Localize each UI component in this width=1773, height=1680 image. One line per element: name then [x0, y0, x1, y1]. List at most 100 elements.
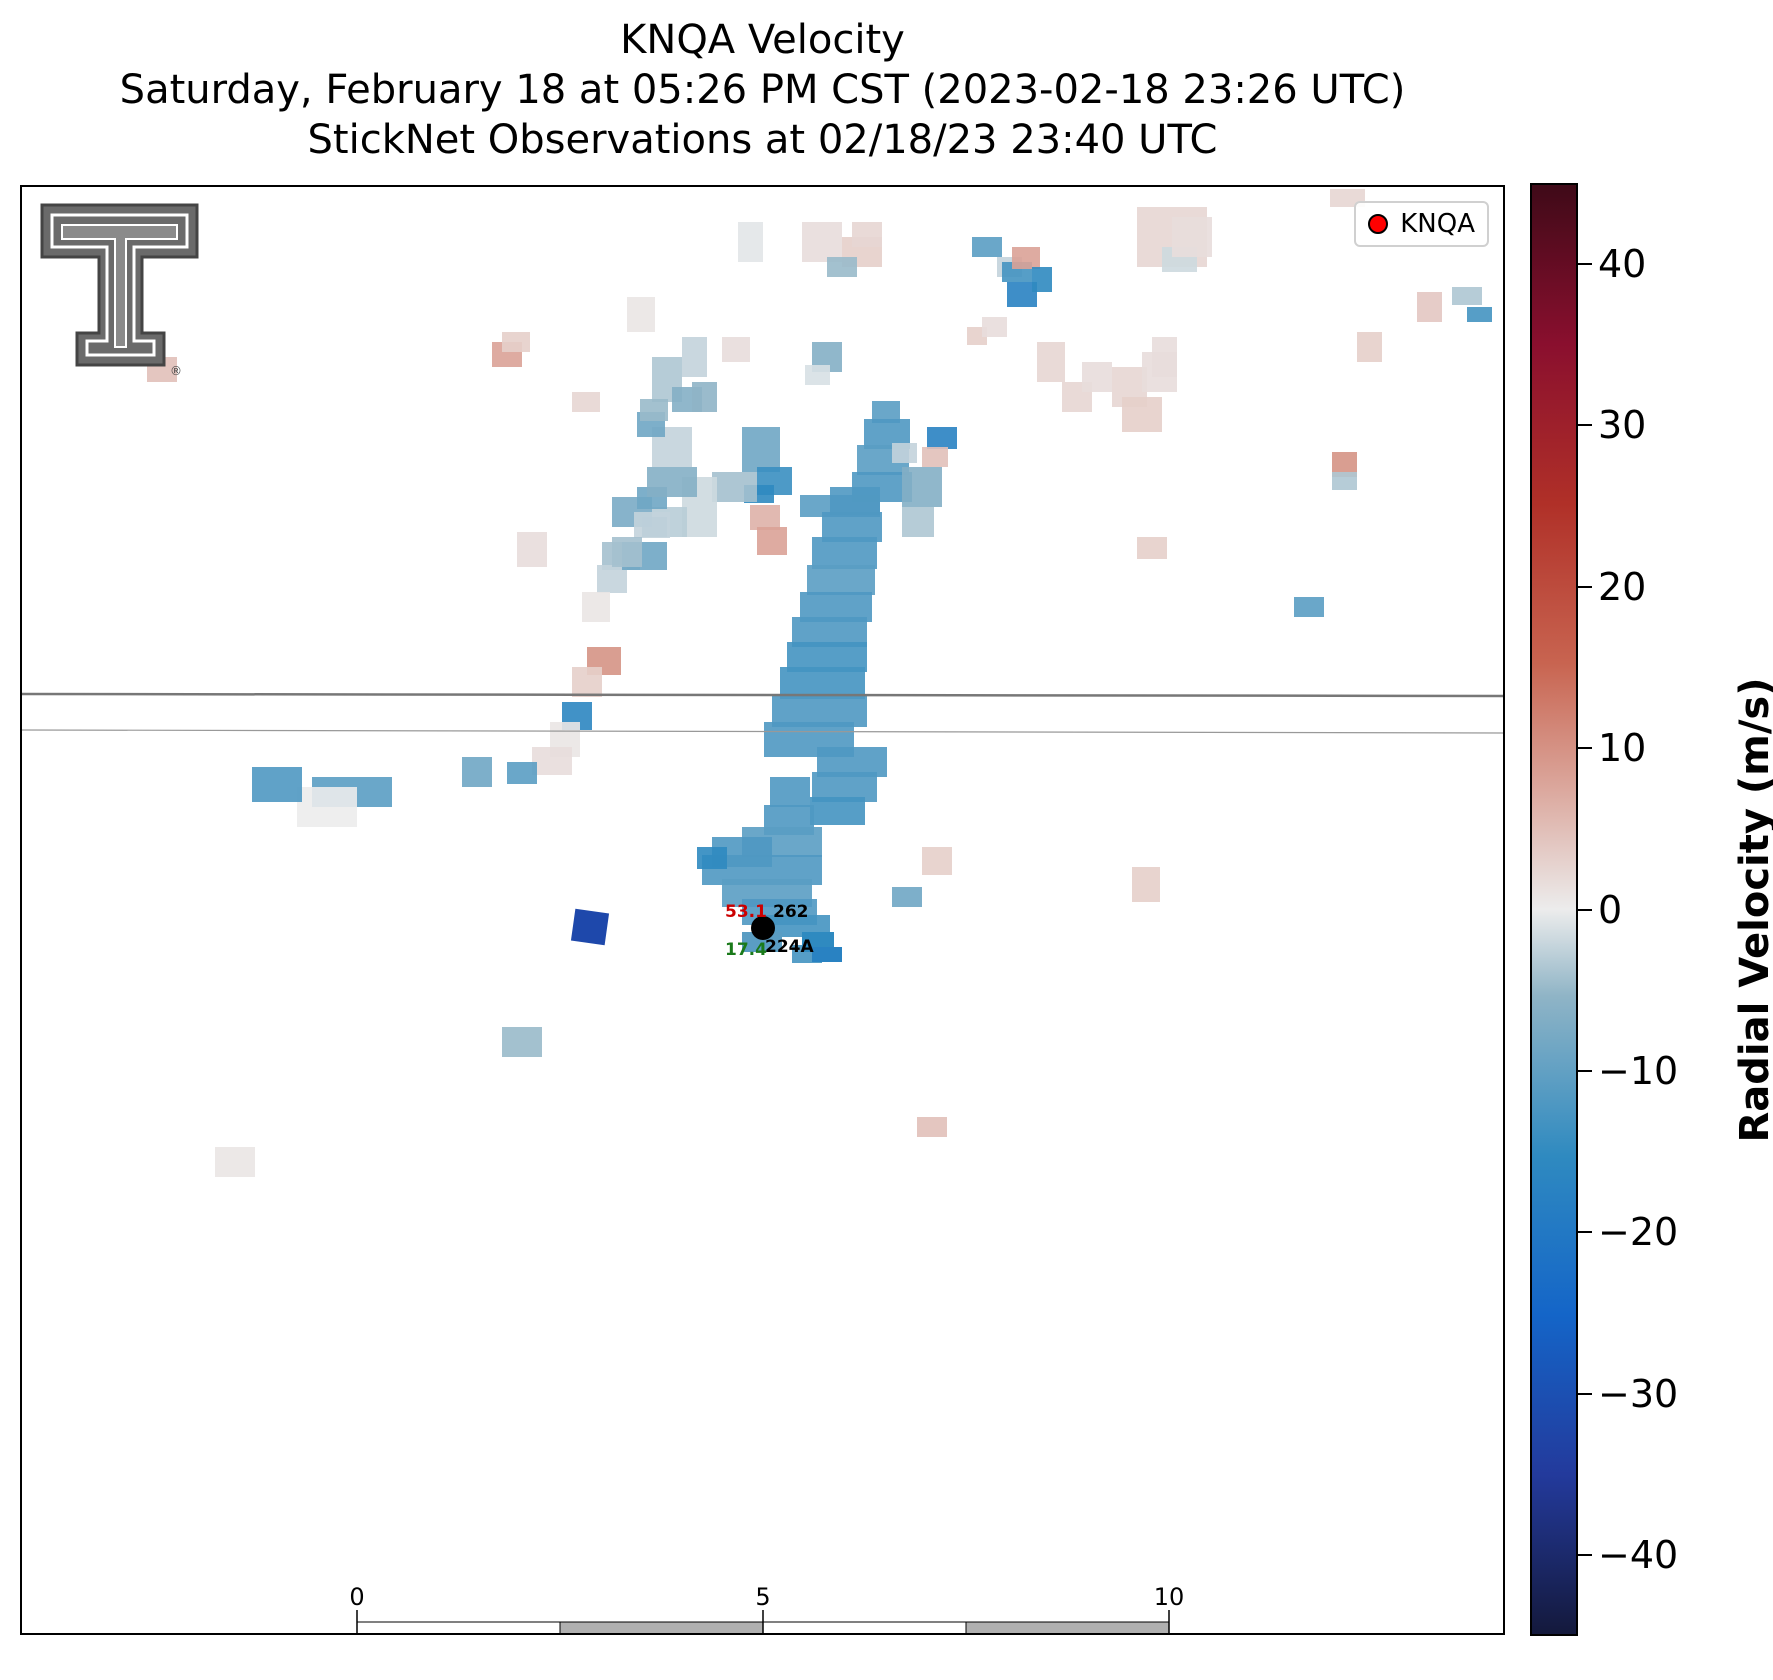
velocity-cell [697, 847, 727, 869]
velocity-cell [805, 365, 830, 385]
velocity-cell [810, 797, 865, 825]
colorbar-label: Radial Velocity (m/s) [1732, 677, 1773, 1143]
colorbar-tick-label: 30 [1598, 403, 1647, 448]
colorbar [1530, 183, 1578, 1636]
velocity-cell [572, 667, 602, 697]
velocity-cell [772, 695, 867, 727]
colorbar-tick-label: 40 [1598, 241, 1647, 286]
velocity-cell [770, 777, 810, 807]
title-line-2: Saturday, February 18 at 05:26 PM CST (2… [119, 67, 1406, 113]
velocity-cell [830, 487, 880, 515]
velocity-cell [215, 1147, 255, 1177]
velocity-cell [1357, 332, 1382, 362]
map-legend: KNQA [1354, 201, 1489, 247]
boundary-line-thin [22, 729, 1503, 734]
velocity-cell [738, 222, 763, 262]
scale-tick-5: 5 [755, 1583, 770, 1611]
velocity-cell [462, 757, 492, 787]
colorbar-tick [1578, 262, 1592, 265]
sticknet-station-plot[interactable]: 53.1 262 17.4 224A [725, 902, 814, 960]
colorbar-tick [1578, 1392, 1592, 1395]
velocity-cell [807, 565, 875, 595]
velocity-cell [297, 787, 357, 827]
colorbar-tick [1578, 747, 1592, 750]
radar-velocity-map[interactable]: ® 0 5 10 km 53.1 262 17.4 224A KNQA [20, 185, 1505, 1635]
velocity-cell [742, 932, 782, 952]
velocity-cell [972, 237, 1002, 257]
velocity-cell [1012, 247, 1040, 269]
station-wind-direction: 262 [773, 902, 809, 922]
scale-bar: 0 5 10 km [349, 1583, 1184, 1633]
map-canvas: ® 0 5 10 km 53.1 262 17.4 224A [22, 189, 1503, 1633]
velocity-cell [640, 399, 668, 421]
station-temperature: 53.1 [725, 902, 767, 922]
station-dewpoint: 17.4 [725, 940, 767, 960]
velocity-cells [42, 189, 1492, 1177]
scale-tick-0: 0 [349, 1583, 364, 1611]
colorbar-tick-label: 20 [1598, 564, 1647, 609]
velocity-cell [757, 527, 787, 555]
title-line-3: StickNet Observations at 02/18/23 23:40 … [307, 117, 1218, 163]
velocity-cell [1452, 287, 1482, 305]
velocity-cell [1417, 292, 1442, 322]
velocity-cell [634, 512, 670, 538]
velocity-cell [692, 382, 717, 412]
velocity-cell [1032, 267, 1052, 292]
velocity-cell [582, 592, 610, 622]
velocity-cell [612, 537, 642, 567]
velocity-cell [507, 762, 537, 784]
velocity-cell [982, 317, 1007, 337]
velocity-cell [627, 297, 655, 332]
velocity-cell [1152, 337, 1177, 377]
colorbar-tick-label: 0 [1598, 887, 1623, 932]
velocity-cell [532, 747, 572, 775]
colorbar-tick-label: −20 [1598, 1210, 1679, 1255]
velocity-cell [812, 537, 877, 569]
colorbar-tick [1578, 908, 1592, 911]
velocity-cell [1294, 597, 1324, 617]
boundary-line [22, 692, 1503, 698]
velocity-cell [812, 947, 842, 962]
velocity-cell [852, 222, 882, 247]
velocity-cell [1172, 217, 1212, 257]
svg-text:®: ® [170, 364, 182, 378]
velocity-cell [742, 427, 780, 472]
velocity-cell [927, 427, 957, 449]
velocity-cell [1122, 397, 1162, 432]
velocity-cell [502, 1027, 542, 1057]
velocity-cell [502, 332, 530, 352]
velocity-cell [917, 1117, 947, 1137]
title-line-1: KNQA Velocity [620, 17, 905, 63]
velocity-cell [572, 392, 600, 412]
velocity-cell [682, 337, 707, 377]
velocity-cell [722, 337, 750, 362]
velocity-cell [517, 532, 547, 567]
velocity-cell [892, 443, 917, 463]
colorbar-tick [1578, 424, 1592, 427]
colorbar-tick-label: 10 [1598, 726, 1647, 771]
colorbar-tick-label: −30 [1598, 1371, 1679, 1416]
velocity-cell [922, 847, 952, 875]
velocity-cell [760, 915, 830, 937]
velocity-cell [827, 257, 857, 277]
colorbar-tick [1578, 585, 1592, 588]
velocity-cell [750, 505, 780, 530]
colorbar-tick-label: −40 [1598, 1533, 1679, 1578]
station-id: 224A [765, 937, 814, 957]
colorbar-tick [1578, 1231, 1592, 1234]
velocity-cell [1137, 537, 1167, 559]
velocity-cell [902, 507, 934, 537]
velocity-cell [1132, 867, 1160, 902]
colorbar-tick [1578, 1554, 1592, 1557]
velocity-cell [872, 401, 900, 423]
velocity-cell [1332, 472, 1357, 490]
legend-label: KNQA [1400, 209, 1475, 239]
velocity-cell [780, 667, 865, 699]
velocity-cell-strong [570, 908, 610, 946]
velocity-cell [1467, 307, 1492, 322]
texas-tech-double-t-logo-icon: ® [40, 203, 199, 378]
station-marker[interactable] [751, 916, 775, 940]
velocity-cell [647, 467, 697, 497]
colorbar-tick [1578, 1069, 1592, 1072]
velocity-cell [252, 767, 302, 802]
